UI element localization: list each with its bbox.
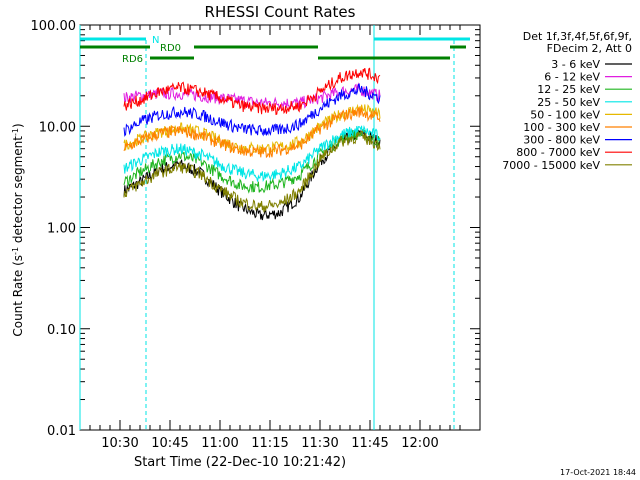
x-tick-label: 10:45 (151, 436, 188, 451)
y-axis-label-part2: detector segment (11, 136, 25, 247)
legend-label: 3 - 6 keV (551, 58, 600, 71)
night-label: N (152, 35, 159, 46)
series-line-6 (123, 83, 381, 137)
x-tick-label: 11:45 (351, 436, 388, 451)
series-line-5 (123, 106, 381, 159)
y-axis-label-part1: Count Rate (s (11, 255, 25, 337)
legend-label: 300 - 800 keV (523, 134, 600, 147)
chart-title: RHESSI Count Rates (205, 3, 356, 21)
legend-label: 100 - 300 keV (523, 121, 600, 134)
y-axis-label-part3: ) (11, 123, 25, 128)
series-line-7 (123, 67, 381, 116)
plot-frame (79, 24, 481, 431)
x-axis-label: Start Time (22-Dec-10 10:21:42) (134, 455, 346, 470)
y-tick-label: 0.01 (47, 424, 76, 439)
y-tick-label: 10.00 (39, 120, 76, 135)
legend: Det 1f,3f,4f,5f,6f,9f, FDecim 2, Att 0 3… (502, 30, 632, 172)
legend-label: 50 - 100 keV (530, 108, 600, 121)
plot-area (79, 24, 481, 431)
rd0-label: RD0 (160, 43, 181, 54)
y-axis-label-sup1: -1 (11, 247, 20, 255)
x-tick-label: 11:00 (201, 436, 238, 451)
y-tick-label: 100.00 (31, 19, 77, 34)
legend-header-line2: FDecim 2, Att 0 (547, 42, 632, 55)
series-line-1 (123, 82, 381, 110)
x-tick-label: 12:00 (401, 436, 438, 451)
legend-header-line1: Det 1f,3f,4f,5f,6f,9f, (523, 30, 632, 43)
legend-label: 800 - 7000 keV (516, 146, 600, 159)
legend-label: 12 - 25 keV (537, 83, 600, 96)
x-tick-label: 11:30 (301, 436, 338, 451)
y-tick-label: 0.10 (47, 323, 76, 338)
x-tick-label: 11:15 (251, 436, 288, 451)
y-tick-label: 1.00 (47, 222, 76, 237)
y-axis-label-sup2: -1 (11, 128, 20, 136)
legend-label: 25 - 50 keV (537, 96, 600, 109)
rd6-label: RD6 (122, 54, 143, 65)
series-layer (123, 67, 381, 221)
legend-label: 6 - 12 keV (544, 71, 600, 84)
x-axis: 10:30 10:45 11:00 11:15 11:30 11:45 12:00 (89, 25, 461, 451)
y-axis-label: Count Rate (s-1 detector segment-1) (11, 123, 25, 336)
legend-label: 7000 - 15000 keV (502, 159, 600, 172)
x-tick-label: 10:30 (101, 436, 138, 451)
series-line-3 (123, 125, 381, 183)
footer-timestamp: 17-Oct-2021 18:44 (560, 468, 636, 477)
series-line-8 (123, 130, 381, 213)
y-axis: 100.00 10.00 1.00 0.10 0.01 (31, 19, 480, 439)
series-line-4 (123, 103, 381, 155)
